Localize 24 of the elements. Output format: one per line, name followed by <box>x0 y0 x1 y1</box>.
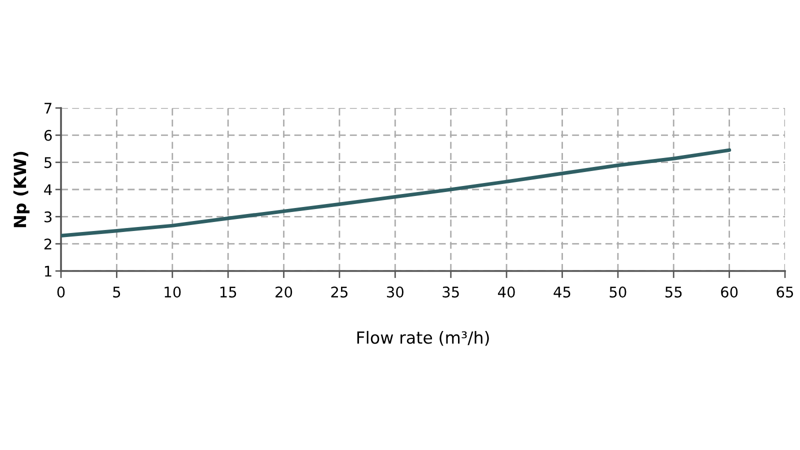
y-tick-label: 6 <box>44 130 52 141</box>
y-tick-label: 5 <box>44 157 52 168</box>
x-tick-label: 65 <box>776 286 794 298</box>
y-tick-label: 7 <box>44 102 52 114</box>
x-tick-label: 35 <box>442 286 459 298</box>
x-axis-title: Flow rate (m³/h) <box>357 330 489 346</box>
y-axis-title: Np (KW) <box>13 152 30 228</box>
line-series <box>61 148 732 238</box>
y-tick-label: 1 <box>44 266 52 277</box>
x-tick-label: 20 <box>276 286 292 298</box>
x-tick-label: 60 <box>721 286 738 298</box>
x-tick-label: 50 <box>610 286 626 298</box>
x-tick-label: 0 <box>57 286 65 298</box>
x-tick-label: 40 <box>498 286 515 298</box>
x-tick-label: 45 <box>554 286 570 298</box>
y-tick-label: 3 <box>44 211 52 222</box>
x-tick-label: 5 <box>113 286 120 298</box>
x-tick-label: 15 <box>220 286 236 298</box>
y-tick-label: 2 <box>44 238 52 250</box>
y-tick-label: 4 <box>44 184 52 196</box>
x-tick-label: 25 <box>331 286 348 298</box>
x-tick-label: 10 <box>164 286 181 298</box>
x-tick-label: 55 <box>665 286 682 298</box>
x-tick-label: 30 <box>386 286 404 298</box>
